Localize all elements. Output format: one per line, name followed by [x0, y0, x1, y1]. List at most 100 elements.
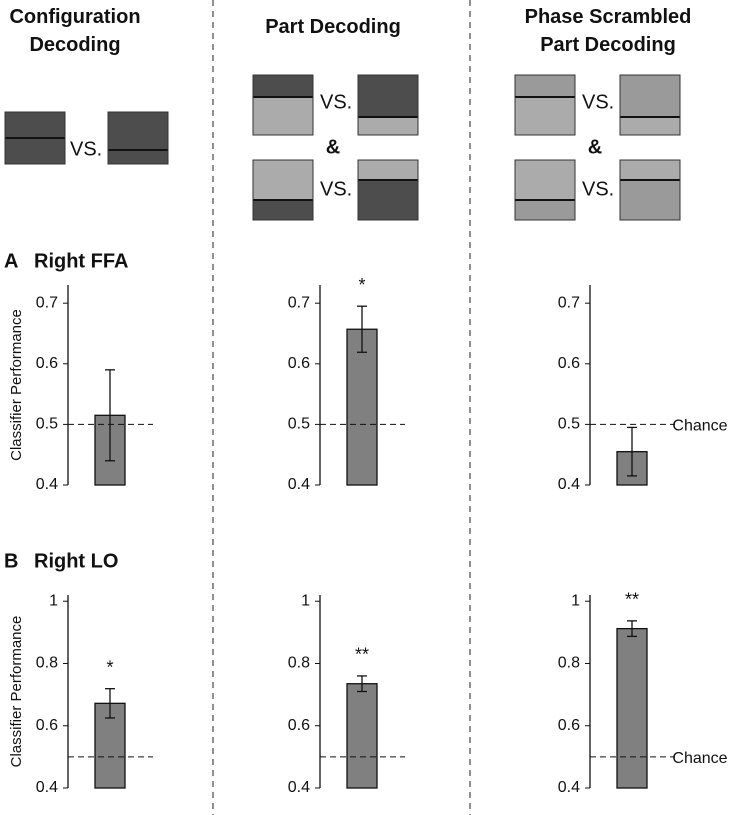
image-border [107, 111, 169, 165]
stimulus-image [619, 74, 681, 136]
y-tick-label: 0.4 [288, 779, 310, 796]
y-tick-label: 0.5 [288, 416, 310, 433]
stimulus-image [252, 74, 314, 136]
stimulus-image [252, 159, 314, 221]
y-tick-label: 0.6 [288, 717, 310, 734]
bar [346, 683, 378, 789]
connector: VS. [70, 138, 102, 160]
image-border [514, 159, 576, 221]
y-tick-label: 0.7 [288, 294, 310, 311]
connector: & [588, 136, 602, 158]
error-bar [357, 675, 367, 693]
y-tick-label: 0.6 [36, 717, 58, 734]
title-line: Phase Scrambled [525, 6, 692, 28]
image-bottom [5, 138, 65, 164]
y-tick-label: 0.8 [558, 655, 580, 672]
error-bar [105, 369, 115, 462]
image-border [514, 74, 576, 136]
title-line: Decoding [29, 34, 120, 56]
image-bottom [108, 150, 168, 164]
connector: VS. [582, 178, 614, 200]
connector: VS. [582, 91, 614, 113]
y-tick-label: 0.4 [288, 476, 310, 493]
y-tick-label: 0.6 [288, 355, 310, 372]
connector: & [326, 136, 340, 158]
stimulus-image [514, 159, 576, 221]
y-tick-label: 0.6 [558, 717, 580, 734]
column-title: Phase Scrambled Part Decoding [525, 6, 692, 56]
image-top [358, 75, 418, 117]
image-top [253, 75, 313, 97]
chance-label: Chance [672, 418, 727, 435]
error-bar [627, 426, 637, 477]
y-tick-label: 0.7 [36, 294, 58, 311]
y-tick-label: 0.5 [36, 416, 58, 433]
image-bottom [358, 117, 418, 135]
y-tick-label: 0.4 [558, 779, 580, 796]
y-tick-label: 0.4 [558, 476, 580, 493]
column-title: Configuration Decoding [9, 6, 140, 56]
stimulus-image [514, 74, 576, 136]
image-border [357, 74, 419, 136]
image-top [108, 112, 168, 150]
panel-letter: B [4, 550, 18, 572]
significance-label: ** [625, 590, 639, 610]
error-bar [105, 688, 115, 719]
error-bar [627, 620, 637, 638]
error-bar [357, 305, 367, 353]
y-tick-label: 0.6 [36, 355, 58, 372]
image-bottom [620, 180, 680, 220]
stimulus-image [357, 159, 419, 221]
y-tick-label: 0.6 [558, 355, 580, 372]
image-top [620, 75, 680, 117]
y-tick-label: 0.8 [288, 655, 310, 672]
chance-label: Chance [672, 750, 727, 767]
y-tick-label: 0.4 [36, 476, 58, 493]
column-title: Part Decoding [265, 16, 401, 38]
title-line: Part Decoding [540, 34, 676, 56]
image-bottom [253, 97, 313, 135]
image-top [5, 112, 65, 138]
y-tick-label: 1 [301, 592, 310, 609]
significance-label: ** [355, 645, 369, 665]
significance-label: * [106, 657, 113, 677]
y-axis-label: Classifier Performance [8, 309, 25, 461]
image-top [253, 160, 313, 200]
y-tick-label: 0.5 [558, 416, 580, 433]
image-border [252, 74, 314, 136]
image-top [620, 160, 680, 180]
y-tick-label: 0.8 [36, 655, 58, 672]
image-top [515, 160, 575, 200]
stimulus-image [4, 111, 66, 165]
title-line: Part Decoding [265, 16, 401, 38]
stimulus-image [619, 159, 681, 221]
image-bottom [620, 117, 680, 135]
connector: VS. [320, 91, 352, 113]
image-bottom [358, 180, 418, 220]
panel-letter: A [4, 250, 18, 272]
bar [616, 627, 648, 789]
y-tick-label: 0.7 [558, 294, 580, 311]
panel-label: Right LO [34, 550, 118, 572]
y-tick-label: 1 [49, 592, 58, 609]
connector: VS. [320, 178, 352, 200]
image-bottom [253, 200, 313, 220]
image-bottom [515, 97, 575, 135]
y-axis-label: Classifier Performance [8, 616, 25, 768]
image-border [619, 159, 681, 221]
image-top [515, 75, 575, 97]
image-top [358, 160, 418, 180]
y-tick-label: 1 [571, 592, 580, 609]
image-border [619, 74, 681, 136]
stimulus-image [357, 74, 419, 136]
stimulus-image [107, 111, 169, 165]
y-tick-label: 0.4 [36, 779, 58, 796]
image-bottom [515, 200, 575, 220]
panel-label: Right FFA [34, 250, 128, 272]
title-line: Configuration [9, 6, 140, 28]
image-border [4, 111, 66, 165]
image-border [252, 159, 314, 221]
image-border [357, 159, 419, 221]
significance-label: * [358, 275, 365, 295]
